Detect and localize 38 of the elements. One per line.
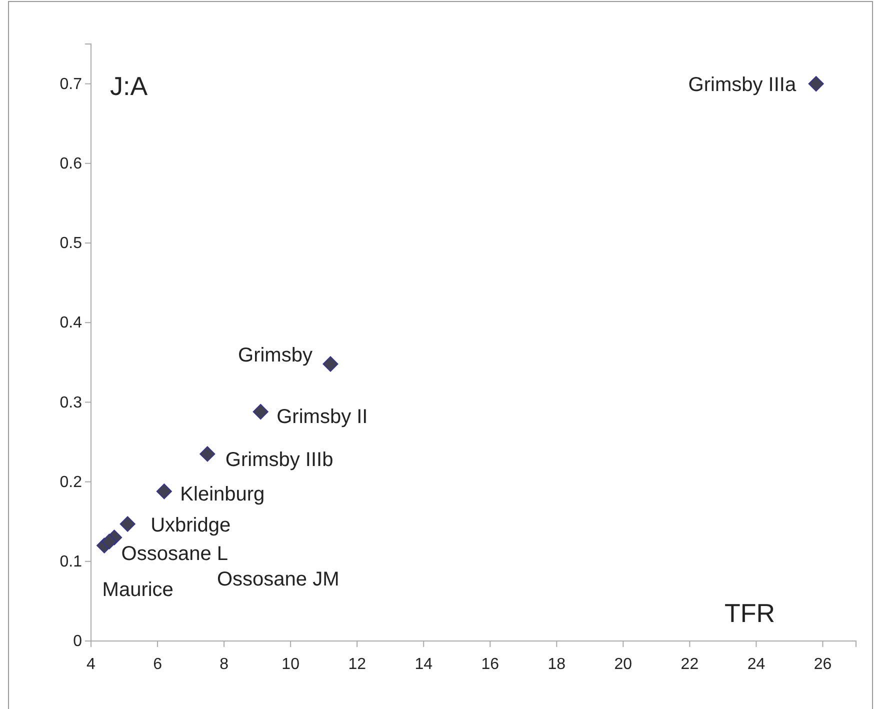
point xyxy=(156,484,172,500)
point xyxy=(120,516,136,532)
x-tick-label: 22 xyxy=(680,656,699,674)
x-tick-label: 8 xyxy=(220,656,229,674)
x-tick-label: 12 xyxy=(348,656,366,674)
y-tick-label: 0.7 xyxy=(60,76,82,93)
point xyxy=(101,534,118,550)
y-tick-label: 0.5 xyxy=(60,235,82,252)
x-tick-label: 16 xyxy=(481,656,500,674)
x-tick-label: 24 xyxy=(747,656,766,674)
x-tick-label: 10 xyxy=(282,656,300,674)
y-axis-title: J:A xyxy=(110,71,148,101)
point xyxy=(808,76,824,92)
annotation: Maurice xyxy=(102,578,174,601)
x-tick-label: 18 xyxy=(548,656,566,674)
point xyxy=(252,404,268,420)
annotation: Ossosane JM xyxy=(217,568,340,590)
annotation: Uxbridge xyxy=(150,514,231,536)
x-tick-label: 14 xyxy=(414,656,433,674)
annotation: Grimsby IIIa xyxy=(688,74,797,96)
point xyxy=(322,356,338,372)
x-tick-label: 4 xyxy=(86,656,96,674)
annotation: Grimsby II xyxy=(276,406,368,428)
annotation: Grimsby xyxy=(238,344,312,366)
y-tick-label: 0.1 xyxy=(60,554,82,571)
point xyxy=(200,446,216,462)
y-tick-label: 0.4 xyxy=(60,314,82,332)
x-axis-title: TFR xyxy=(724,598,775,628)
x-tick-label: 20 xyxy=(614,656,632,674)
annotation: Kleinburg xyxy=(180,484,265,506)
x-tick-label: 6 xyxy=(153,656,162,674)
y-tick-label: 0.6 xyxy=(60,156,82,173)
y-tick-label: 0 xyxy=(73,633,82,650)
y-tick-label: 0.2 xyxy=(60,474,82,491)
annotation: Ossosane L xyxy=(121,542,228,565)
annotation: Grimsby IIIb xyxy=(225,449,334,472)
y-tick-label: 0.3 xyxy=(60,394,82,412)
x-tick-label: 26 xyxy=(814,656,832,674)
